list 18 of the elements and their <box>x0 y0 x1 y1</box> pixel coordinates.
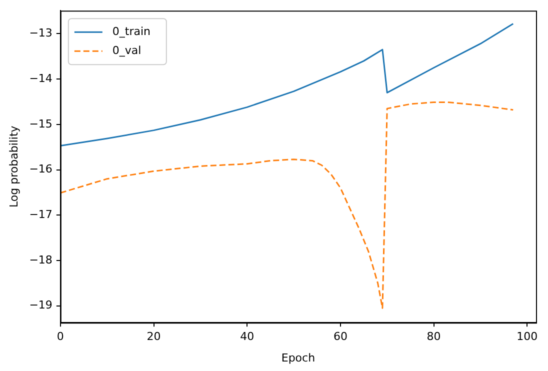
x-axis-title: Epoch <box>281 351 316 364</box>
y-tick-label: −19 <box>29 298 52 312</box>
x-tick-label: 80 <box>426 330 441 344</box>
legend-label: 0_val <box>112 44 142 57</box>
x-tick-label: 60 <box>333 330 348 344</box>
y-tick-label: −14 <box>29 72 52 85</box>
x-tick-label: 20 <box>146 330 161 344</box>
y-tick-label: −15 <box>29 117 52 130</box>
legend-label: 0_train <box>112 24 151 38</box>
line-series <box>60 101 514 309</box>
y-tick-label: −13 <box>29 26 52 40</box>
x-tick-label: 0 <box>56 330 64 344</box>
x-tick-label: 100 <box>516 330 538 344</box>
y-tick-label: −16 <box>29 162 52 176</box>
y-axis-title: Log probability <box>7 125 20 208</box>
y-tick-label: −17 <box>29 208 52 221</box>
x-tick-label: 40 <box>240 330 254 344</box>
y-tick-label: −18 <box>29 253 52 266</box>
